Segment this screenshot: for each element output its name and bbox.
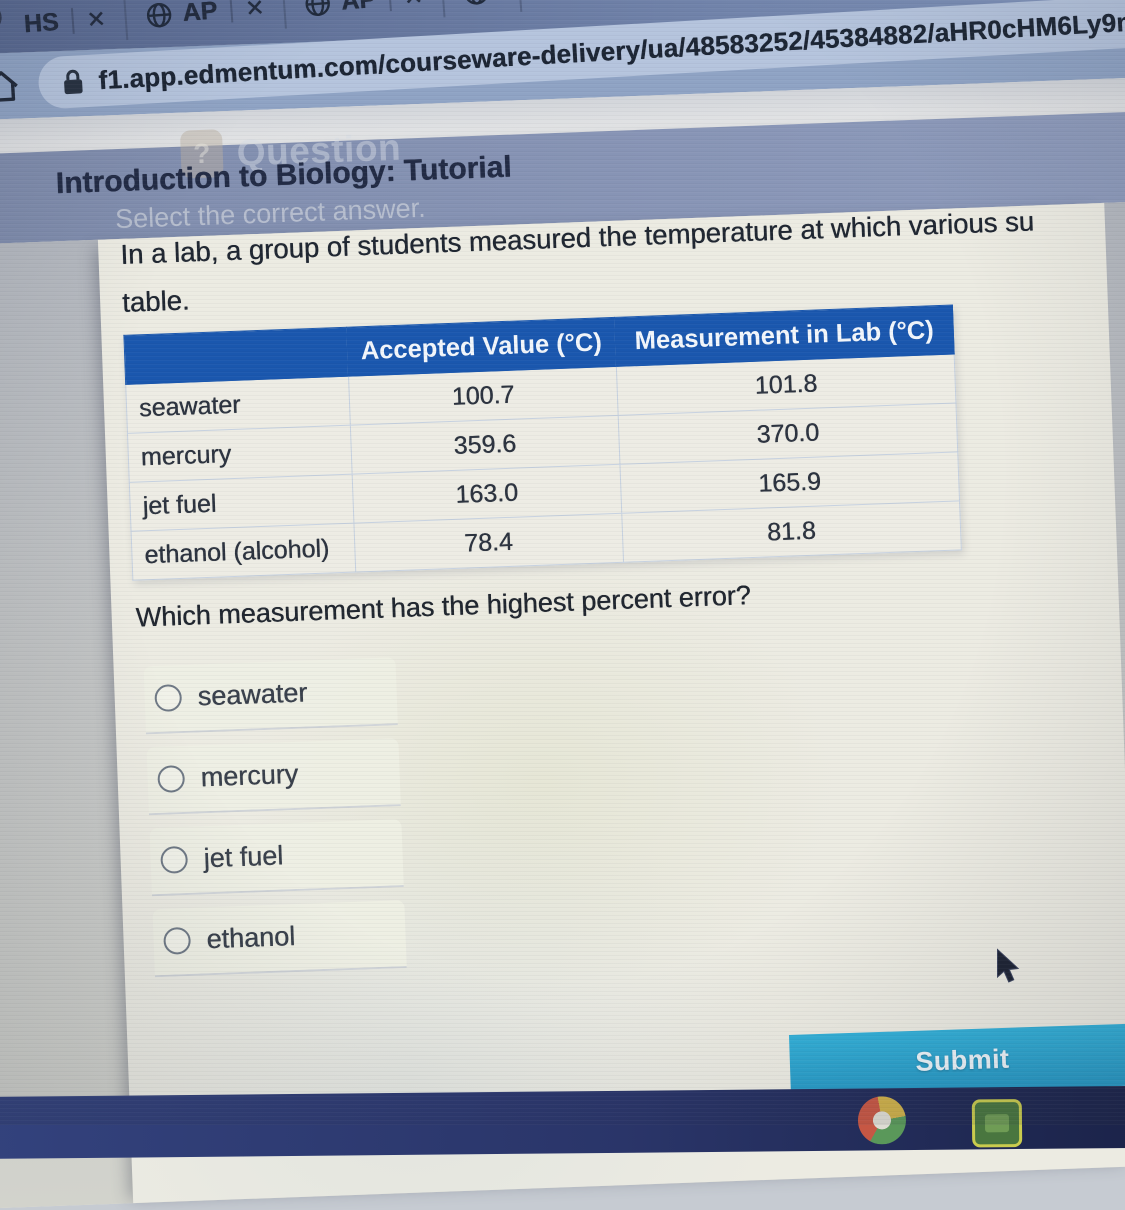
- header-blank: [123, 327, 349, 385]
- tab-divider: [387, 0, 392, 12]
- answer-option-ethanol[interactable]: ethanol: [152, 900, 407, 978]
- option-label: seawater: [197, 676, 308, 711]
- option-label: mercury: [200, 758, 299, 792]
- measurements-table: Accepted Value (°C) Measurement in Lab (…: [123, 304, 962, 581]
- tab-close-icon[interactable]: ✕: [85, 5, 107, 33]
- tab-close-icon[interactable]: ✕: [403, 0, 424, 11]
- radio-button-icon[interactable]: [163, 926, 192, 955]
- tab-close-icon[interactable]: ✕: [244, 0, 266, 21]
- browser-tab-bar: HS ✕ AP ✕ AP: [0, 0, 1125, 59]
- option-label: jet fuel: [203, 839, 284, 873]
- radio-button-icon[interactable]: [154, 683, 183, 712]
- tab-separator: [281, 0, 287, 29]
- tab-ap-1[interactable]: AP ✕: [145, 0, 266, 30]
- app-taskbar-icon[interactable]: [971, 1098, 1023, 1148]
- row-label: seawater: [125, 376, 351, 434]
- tab-separator: [123, 0, 129, 41]
- question-prompt: Which measurement has the highest percen…: [135, 580, 752, 633]
- tab-ap-1-label: AP: [181, 0, 219, 27]
- browser-toolbar: f1.app.edmentum.com/courseware-delivery/…: [0, 0, 1125, 124]
- tab-divider: [229, 0, 234, 23]
- globe-icon: [464, 0, 489, 5]
- row-label: ethanol (alcohol): [131, 523, 356, 581]
- tab-partial[interactable]: [462, 0, 501, 6]
- globe-icon: [146, 2, 172, 27]
- lock-icon: [64, 69, 83, 94]
- chrome-taskbar-icon[interactable]: [857, 1096, 907, 1145]
- answer-option-seawater[interactable]: seawater: [143, 657, 398, 735]
- tab-hs-label: HS: [22, 7, 60, 38]
- os-taskbar: [0, 1085, 1125, 1159]
- home-icon[interactable]: [0, 66, 22, 106]
- address-bar[interactable]: f1.app.edmentum.com/courseware-delivery/…: [37, 0, 1125, 110]
- tab-separator: [440, 0, 446, 18]
- answer-option-mercury[interactable]: mercury: [146, 738, 401, 816]
- tab-separator: [517, 0, 523, 12]
- tab-ap-2[interactable]: AP ✕: [303, 0, 424, 19]
- tab-ap-2-label: AP: [340, 0, 377, 16]
- row-label: mercury: [127, 425, 352, 483]
- question-text-line2: table.: [121, 284, 190, 318]
- answer-option-jet-fuel[interactable]: jet fuel: [149, 819, 404, 897]
- partial-favicon: [0, 3, 3, 33]
- course-title: Introduction to Biology: Tutorial: [55, 150, 513, 201]
- tab-hs[interactable]: HS ✕: [23, 4, 107, 39]
- globe-icon: [305, 0, 330, 16]
- option-label: ethanol: [206, 920, 296, 954]
- tab-divider: [70, 7, 75, 34]
- mouse-cursor: [997, 948, 1020, 983]
- radio-button-icon[interactable]: [157, 764, 186, 793]
- row-label: jet fuel: [129, 474, 354, 532]
- radio-button-icon[interactable]: [160, 845, 189, 874]
- accepted-value: 78.4: [353, 513, 624, 573]
